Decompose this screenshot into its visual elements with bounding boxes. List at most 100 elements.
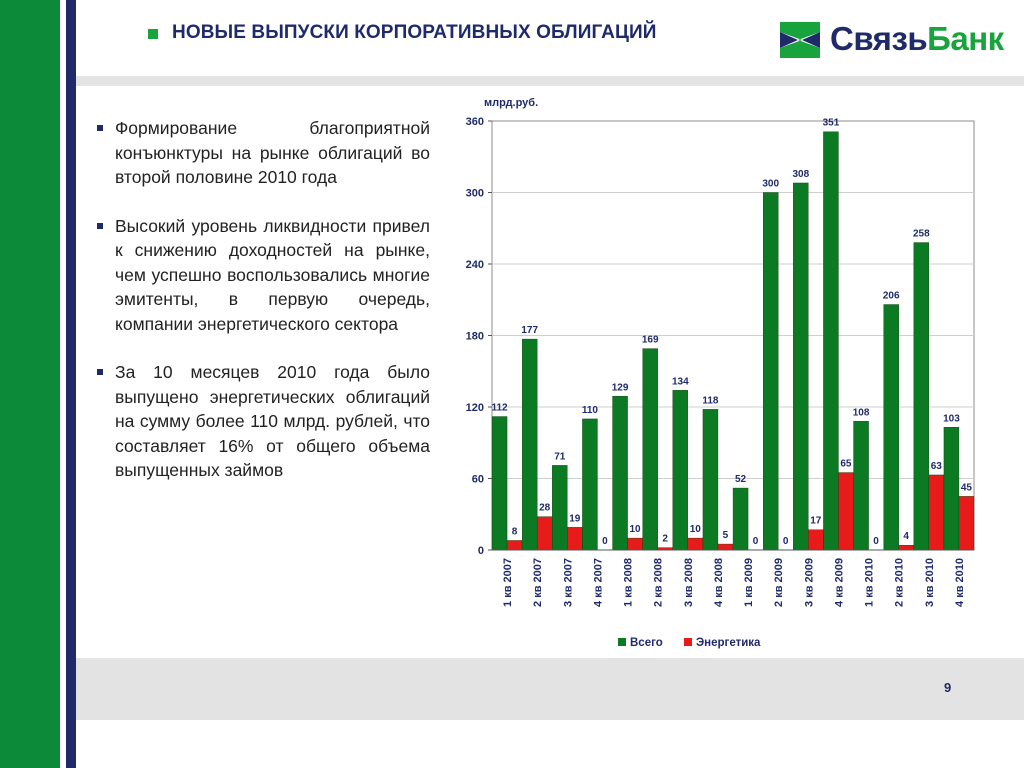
bar-total [913,242,930,551]
footer-band [76,658,1024,720]
bullet-text: Высокий уровень ликвидности привел к сни… [115,215,430,334]
data-label-total: 103 [943,413,960,424]
data-label-energy: 4 [903,531,909,542]
x-tick-label: 2 кв 2008 [653,558,665,607]
y-tick-label: 180 [466,331,484,343]
bar-total [702,409,719,551]
data-label-energy: 0 [753,536,759,547]
x-tick-label: 4 кв 2009 [833,558,845,607]
x-tick-label: 1 кв 2010 [864,558,876,607]
bullet-item: Формирование благоприятной конъюнктуры н… [96,116,430,190]
slide-header: НОВЫЕ ВЫПУСКИ КОРПОРАТИВНЫХ ОБЛИГАЦИЙ [148,22,656,44]
bar-total [582,418,598,551]
x-tick-label: 4 кв 2010 [954,558,966,607]
data-label-total: 108 [853,407,870,418]
data-label-energy: 8 [512,526,518,537]
left-green-stripe [0,0,60,768]
data-label-total: 134 [672,376,689,387]
bullet-text: Формирование благоприятной конъюнктуры н… [115,118,430,187]
y-tick-label: 0 [478,545,484,557]
svyazbank-logo: СвязьБанк [776,16,1016,64]
bar-energy [536,516,553,551]
bar-energy [506,540,523,551]
x-tick-label: 3 кв 2009 [803,558,815,607]
data-label-total: 258 [913,229,930,240]
bar-energy [717,543,734,551]
bullet-square-icon [97,369,103,375]
x-tick-label: 1 кв 2007 [502,558,514,607]
title-bullet-icon [148,29,158,39]
x-tick-label: 2 кв 2009 [773,558,785,607]
data-label-total: 169 [642,335,659,346]
x-tick-label: 1 кв 2008 [623,558,635,607]
x-tick-label: 4 кв 2007 [592,558,604,607]
data-label-energy: 28 [539,503,551,514]
logo-wordmark-part2: Банк [927,20,1004,57]
bullet-item: Высокий уровень ликвидности привел к сни… [96,214,430,337]
data-label-energy: 65 [840,459,852,470]
x-tick-label: 1 кв 2009 [743,558,755,607]
bar-energy [627,537,643,551]
data-label-total: 129 [612,382,629,393]
bar-total [883,304,899,551]
bullet-square-icon [97,222,103,229]
x-tick-label: 3 кв 2008 [683,558,695,607]
data-label-total: 110 [582,405,599,416]
bar-energy [928,474,945,551]
left-navy-stripe [66,0,76,768]
data-label-energy: 17 [810,516,822,527]
x-tick-label: 3 кв 2010 [924,558,936,607]
page-number: 9 [944,680,952,695]
bar-energy [687,537,704,551]
data-label-energy: 2 [662,534,668,545]
bar-total [612,396,628,551]
data-label-energy: 10 [690,524,702,535]
y-tick-label: 300 [466,188,484,200]
legend-label: Всего [630,637,663,649]
y-tick-label: 360 [466,116,484,128]
bar-total [672,390,689,551]
y-tick-label: 120 [466,402,484,414]
legend-swatch [684,638,692,646]
data-label-energy: 10 [630,524,642,535]
y-tick-label: 240 [466,259,484,271]
y-unit-label: млрд.руб. [484,97,538,109]
bullet-list: Формирование благоприятной конъюнктуры н… [96,116,430,483]
data-label-total: 177 [521,325,538,336]
y-tick-label: 60 [472,474,484,486]
bar-total [762,192,779,551]
bar-total [521,338,538,551]
data-label-total: 300 [762,179,779,190]
data-label-energy: 5 [723,530,729,541]
x-tick-label: 2 кв 2010 [894,558,906,607]
bullet-text: За 10 месяцев 2010 года было выпущено эн… [115,362,430,480]
bullet-square-icon [97,125,103,131]
slide-title: НОВЫЕ ВЫПУСКИ КОРПОРАТИВНЫХ ОБЛИГАЦИЙ [172,22,657,43]
data-label-energy: 19 [569,513,581,524]
data-label-total: 351 [823,118,840,129]
bar-energy [898,545,914,551]
bar-total [823,131,839,551]
bar-energy [808,529,824,551]
data-label-energy: 45 [961,482,973,493]
data-label-total: 206 [883,291,900,302]
x-tick-label: 3 кв 2007 [562,558,574,607]
bar-total [853,421,869,551]
bar-total [552,465,568,551]
bar-energy [567,527,583,551]
bar-total [732,487,749,551]
logo-wordmark-part1: Связь [830,20,928,57]
bullet-item: За 10 месяцев 2010 года было выпущено эн… [96,360,430,483]
logo-wordmark: СвязьБанк [830,20,1004,58]
bar-energy [958,496,975,551]
x-tick-label: 2 кв 2007 [532,558,544,607]
data-label-total: 308 [792,169,809,180]
bar-total [491,416,508,551]
x-tick-label: 4 кв 2008 [713,558,725,607]
bar-total [793,182,809,551]
data-label-total: 112 [491,403,508,414]
bar-energy [838,472,854,551]
data-label-total: 71 [554,451,566,462]
data-label-energy: 0 [602,536,608,547]
header-divider [76,76,1024,86]
